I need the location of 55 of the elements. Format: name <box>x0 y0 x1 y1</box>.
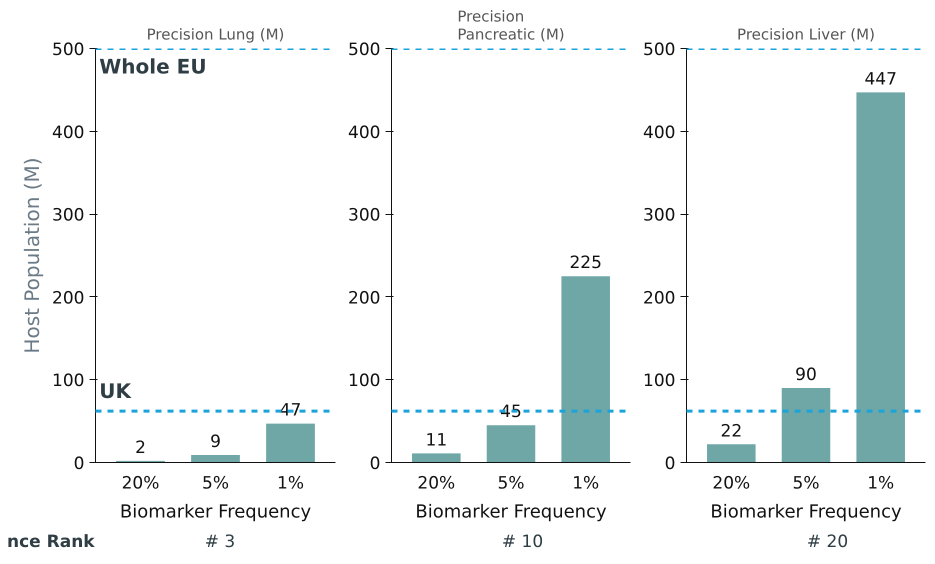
y-tick-label: 500 <box>643 40 676 60</box>
data-label: 2 <box>135 438 146 458</box>
y-tick-label: 0 <box>664 454 676 474</box>
x-tick-label: 20% <box>417 474 456 494</box>
y-tick-label: 300 <box>643 206 676 226</box>
chart-title: Precision Lung (M) <box>146 26 284 44</box>
y-tick-label: 500 <box>348 40 381 60</box>
x-axis-title: Biomarker Frequency <box>415 502 607 522</box>
text: # 10 <box>500 531 544 554</box>
y-axis-title: Host Population (M) <box>20 157 44 354</box>
bar <box>782 388 830 462</box>
y-tick-label: 500 <box>52 40 85 60</box>
ref-line-label: UK <box>99 379 132 404</box>
x-tick-label: 5% <box>202 474 229 494</box>
x-tick-label: 1% <box>867 474 894 494</box>
data-label: 225 <box>569 253 602 274</box>
data-label: 447 <box>864 69 897 90</box>
chart-title: Precision Liver (M) <box>737 26 875 44</box>
chart-title: Precision Pancreatic (M) <box>457 8 565 44</box>
text: # 3 <box>204 531 236 554</box>
y-tick-label: 300 <box>52 206 85 226</box>
bar <box>486 425 536 462</box>
x-tick-label: 5% <box>498 474 524 494</box>
y-tick-label: 200 <box>52 288 85 308</box>
y-tick-label: 100 <box>643 371 676 392</box>
y-tick-label: 400 <box>348 122 381 143</box>
y-tick-label: 200 <box>643 288 676 308</box>
data-label: 11 <box>425 430 448 450</box>
x-axis-title: Biomarker Frequency <box>120 502 312 522</box>
y-tick-label: 0 <box>370 454 381 474</box>
y-tick-label: 0 <box>74 454 85 474</box>
y-tick-label: 300 <box>348 206 381 226</box>
data-label: 90 <box>795 364 817 385</box>
y-tick-label: 400 <box>52 122 85 143</box>
x-tick-label: 20% <box>122 474 160 494</box>
x-tick-label: 1% <box>277 474 304 494</box>
text: # 20 <box>806 531 850 554</box>
bar <box>561 276 610 462</box>
data-label: 22 <box>720 421 742 442</box>
x-tick-label: 20% <box>712 474 750 494</box>
bar <box>191 455 240 462</box>
bar <box>707 444 756 462</box>
y-tick-label: 100 <box>348 371 381 392</box>
y-tick-label: 200 <box>348 288 381 308</box>
y-tick-label: 400 <box>643 122 676 143</box>
bar <box>266 424 315 462</box>
x-tick-label: 5% <box>792 474 820 494</box>
y-tick-label: 100 <box>52 371 85 392</box>
x-axis-title: Biomarker Frequency <box>710 502 902 522</box>
data-label: 9 <box>210 432 221 452</box>
text: nce Rank <box>7 531 95 554</box>
ref-line-label: Whole EU <box>99 54 207 78</box>
bar <box>412 453 461 462</box>
x-tick-label: 1% <box>572 474 600 494</box>
bar <box>856 92 905 462</box>
